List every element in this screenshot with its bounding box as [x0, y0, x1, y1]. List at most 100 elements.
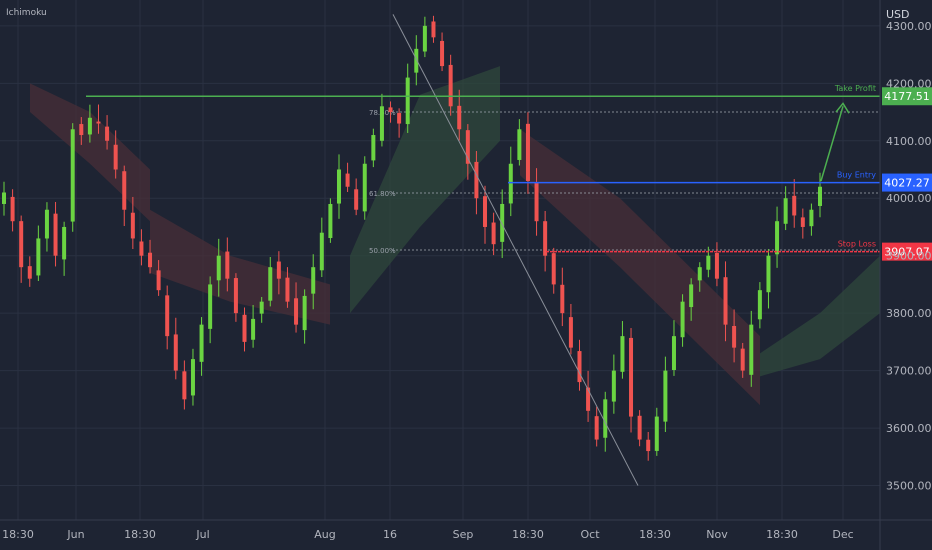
- candle-body: [611, 370, 616, 402]
- candle-body: [379, 106, 384, 141]
- candle-body: [534, 182, 539, 222]
- candle-body: [663, 370, 668, 422]
- candle-body: [62, 226, 67, 260]
- y-tick-label: 3900.00: [886, 250, 932, 263]
- x-tick-label: 18:30: [124, 528, 156, 541]
- candle-body: [268, 267, 273, 301]
- trend-lines: [392, 14, 850, 486]
- candle-body: [362, 163, 367, 212]
- candle-body: [474, 161, 479, 199]
- candle-body: [551, 253, 556, 285]
- x-tick-label: 18:30: [512, 528, 544, 541]
- candle-body: [757, 290, 762, 320]
- x-tick-label: Sep: [453, 528, 474, 541]
- candle-body: [242, 314, 247, 342]
- candle-body: [173, 334, 178, 371]
- candle-body: [190, 359, 195, 396]
- candle-body: [723, 277, 728, 325]
- candle-body: [354, 189, 359, 210]
- cloud-region: [520, 129, 760, 406]
- candle-body: [199, 324, 204, 362]
- level-name: Take Profit: [834, 84, 876, 93]
- candle-body: [345, 173, 350, 187]
- cloud-region: [760, 255, 880, 377]
- candle-body: [792, 195, 797, 216]
- y-tick-label: 4100.00: [886, 135, 932, 148]
- indicator-label: Ichimoku: [6, 8, 47, 18]
- candle-body: [139, 241, 144, 256]
- candle-body: [689, 284, 694, 308]
- candle-body: [629, 337, 634, 417]
- candle-body: [311, 267, 316, 294]
- candle-body: [19, 221, 24, 268]
- x-tick-label: 18:30: [2, 528, 34, 541]
- candle-body: [27, 266, 32, 279]
- candle-body: [87, 117, 92, 135]
- projection-arrow-head: [835, 102, 850, 114]
- candle-body: [388, 107, 393, 113]
- candle-body: [457, 105, 462, 130]
- candle-body: [714, 253, 719, 279]
- candle-body: [276, 261, 281, 279]
- candle-body: [431, 21, 436, 38]
- y-tick-label: 4200.00: [886, 77, 932, 90]
- candle-body: [637, 415, 642, 440]
- candle-body: [328, 203, 333, 239]
- x-tick-label: 18:30: [766, 528, 798, 541]
- y-tick-label: 3800.00: [886, 307, 932, 320]
- candle-body: [603, 399, 608, 438]
- candle-body: [371, 135, 376, 161]
- candle-body: [448, 64, 453, 107]
- candle-body: [156, 270, 161, 291]
- candle-body: [294, 298, 299, 325]
- y-tick-label: 3700.00: [886, 365, 932, 378]
- candle-body: [465, 130, 470, 164]
- level-price-label: 4177.51: [884, 90, 930, 103]
- level-price-tag: [882, 87, 932, 106]
- candle-body: [336, 169, 341, 204]
- candle-body: [508, 163, 513, 204]
- candle-body: [105, 126, 110, 141]
- ichimoku-cloud: [30, 66, 880, 406]
- candle-body: [225, 251, 230, 279]
- candle-body: [302, 295, 307, 331]
- x-tick-label: Nov: [706, 528, 728, 541]
- y-tick-label: 4000.00: [886, 192, 932, 205]
- candle-body: [130, 212, 135, 239]
- candle-body: [594, 416, 599, 440]
- currency-label: USD: [886, 8, 910, 21]
- candle-body: [749, 324, 754, 375]
- x-axis: 18:30 Jun 18:30 Jul Aug 16 Sep 18:30 Oct 18:30 Nov…: [2, 528, 854, 541]
- y-tick-label: 3500.00: [886, 480, 932, 493]
- candle-body: [440, 40, 445, 67]
- candle-body: [483, 196, 488, 227]
- candle-body: [79, 124, 84, 136]
- level-name: Buy Entry: [837, 171, 876, 180]
- projection-arrow: [820, 106, 844, 182]
- candle-body: [2, 192, 6, 204]
- candle-body: [405, 77, 410, 125]
- candle-body: [10, 196, 15, 222]
- fib-trend-line: [392, 14, 639, 486]
- candle-body: [740, 348, 745, 371]
- candle-body: [620, 336, 625, 372]
- candle-body: [96, 121, 101, 124]
- candle-body: [491, 222, 496, 245]
- y-tick-label: 3600.00: [886, 422, 932, 435]
- candle-body: [646, 439, 651, 452]
- candles: [2, 15, 822, 461]
- candle-body: [53, 213, 58, 256]
- candle-body: [577, 351, 582, 383]
- candle-body: [671, 336, 676, 370]
- level-price-tag: [882, 242, 932, 261]
- candle-body: [165, 295, 170, 337]
- candle-body: [586, 387, 591, 411]
- candle-body: [44, 209, 49, 239]
- y-tick-label: 4300.00: [886, 20, 932, 33]
- candle-body: [233, 278, 238, 314]
- candle-body: [809, 209, 814, 227]
- x-tick-label: Dec: [832, 528, 853, 541]
- candle-body: [697, 267, 702, 281]
